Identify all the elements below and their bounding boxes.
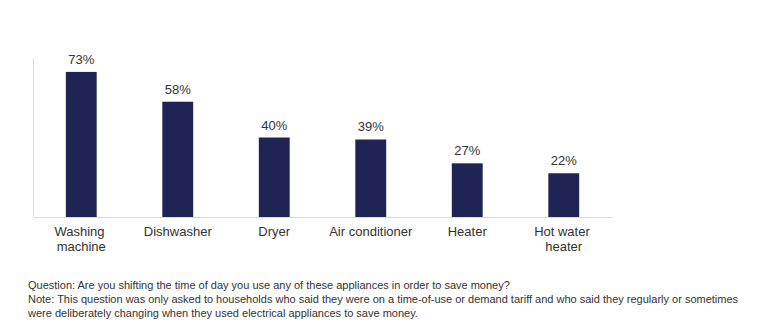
data-label: 22% [551,153,577,168]
y-axis [33,59,34,218]
x-tick: Dryer [258,217,290,239]
annotation-line: were deliberately changing when they use… [27,307,418,319]
chart: Washing machine Dishwasher Dryer Air condit… [0,0,763,335]
bar [548,173,579,217]
x-tick-label-line: Washing [54,224,108,239]
x-tick-label: Dryer [258,224,290,239]
annotation: Question: Are you shifting the time of d… [28,279,510,291]
x-tick-label: Air conditioner [329,224,413,239]
x-tick: Washing machine [54,217,108,254]
data-label: 39% [358,119,384,134]
x-tick-label-line: heater [545,239,583,254]
bar [66,72,97,217]
y-axis-line [33,59,34,218]
data-label: 27% [454,143,480,158]
x-axis: Washing machine Dishwasher Dryer Air condit… [34,217,613,254]
data-label: 73% [68,52,94,67]
annotation-line: Question: Are you shifting the time of d… [28,279,510,291]
x-tick-label-line: Hot water [534,224,593,239]
x-tick-label: Dishwasher [144,224,213,239]
x-tick-label-line: machine [57,239,106,254]
x-tick: Heater [448,217,488,239]
data-labels: 73% 58% 40% 39% 27% 22% [68,52,577,168]
x-tick-label: Hot water heater [534,224,593,254]
annotation: Note: This question was only asked to ho… [27,293,741,319]
data-label: 40% [261,118,287,133]
bar [259,138,290,218]
x-axis-line [34,217,613,218]
x-tick: Dishwasher [144,217,213,239]
data-label: 58% [165,82,191,97]
bar [355,139,386,217]
x-tick-label: Washing machine [54,224,108,254]
annotation-line: Note: This question was only asked to ho… [28,293,741,305]
x-tick-label: Heater [448,224,488,239]
x-tick: Air conditioner [329,217,413,239]
bar [162,102,193,217]
x-tick: Hot water heater [534,217,593,254]
bars [66,72,579,217]
bar [452,163,483,217]
annotations: Question: Are you shifting the time of d… [27,279,741,319]
